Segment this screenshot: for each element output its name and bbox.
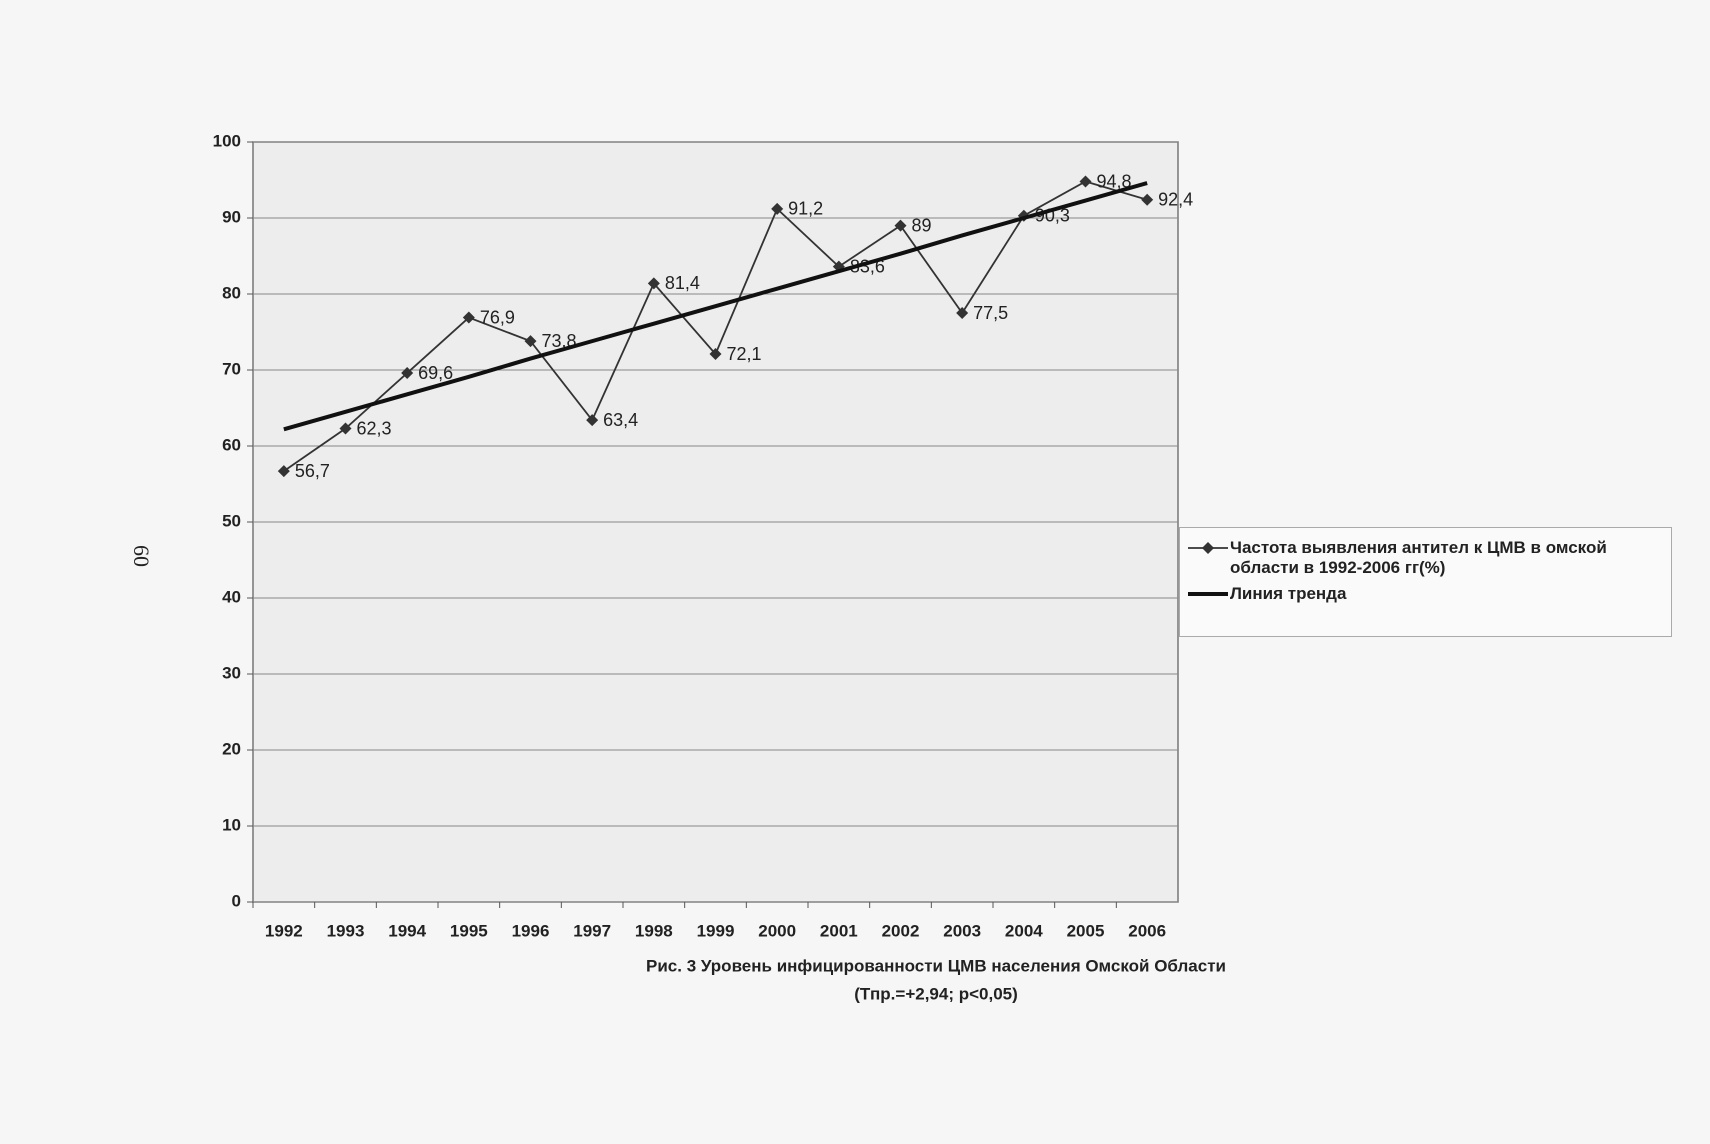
y-tick-label: 10 bbox=[222, 815, 241, 834]
data-label: 72,1 bbox=[727, 344, 762, 364]
data-label: 81,4 bbox=[665, 273, 700, 293]
subcaption: (Тпр.=+2,94; p<0,05) bbox=[854, 984, 1018, 1003]
data-label: 76,9 bbox=[480, 307, 515, 327]
marker bbox=[771, 202, 784, 215]
legend-marker bbox=[1202, 542, 1214, 554]
legend-entry: Частота выявления антител к ЦМВ в омской… bbox=[1186, 538, 1665, 578]
y-tick-label: 50 bbox=[222, 511, 241, 530]
marker bbox=[1079, 175, 1092, 188]
y-tick-label: 70 bbox=[222, 359, 241, 378]
data-label: 63,4 bbox=[603, 410, 638, 430]
x-tick-label: 2002 bbox=[882, 921, 920, 940]
x-tick-label: 2000 bbox=[758, 921, 796, 940]
x-tick-label: 1996 bbox=[512, 921, 550, 940]
x-tick-label: 2003 bbox=[943, 921, 981, 940]
x-tick-label: 1993 bbox=[327, 921, 365, 940]
marker bbox=[524, 335, 537, 348]
x-tick-label: 1994 bbox=[388, 921, 426, 940]
x-tick-label: 1992 bbox=[265, 921, 303, 940]
legend-key bbox=[1188, 592, 1228, 596]
data-label: 77,5 bbox=[973, 303, 1008, 323]
marker bbox=[1141, 193, 1154, 206]
legend: Частота выявления антител к ЦМВ в омской… bbox=[1179, 527, 1672, 637]
y-tick-label: 90 bbox=[222, 207, 241, 226]
marker bbox=[339, 422, 352, 435]
marker bbox=[894, 219, 907, 232]
data-label: 94,8 bbox=[1097, 171, 1132, 191]
data-label: 73,8 bbox=[542, 331, 577, 351]
marker bbox=[956, 307, 969, 319]
x-tick-label: 2004 bbox=[1005, 921, 1043, 940]
legend-label: Линия тренда bbox=[1230, 584, 1347, 603]
x-tick-label: 1997 bbox=[573, 921, 611, 940]
x-tick-label: 1998 bbox=[635, 921, 673, 940]
y-tick-label: 60 bbox=[222, 435, 241, 454]
y-tick-label: 0 bbox=[232, 891, 241, 910]
y-tick-label: 20 bbox=[222, 739, 241, 758]
y-tick-label: 40 bbox=[222, 587, 241, 606]
data-label: 62,3 bbox=[357, 418, 392, 438]
x-tick-label: 1995 bbox=[450, 921, 488, 940]
trend-line bbox=[283, 181, 1148, 432]
legend-key bbox=[1188, 542, 1228, 554]
marker bbox=[586, 414, 599, 427]
data-label: 89 bbox=[912, 215, 932, 235]
marker bbox=[277, 465, 290, 478]
legend-label: Частота выявления антител к ЦМВ в омской… bbox=[1230, 538, 1607, 577]
data-label: 92,4 bbox=[1158, 190, 1193, 210]
data-label: 69,6 bbox=[418, 363, 453, 383]
marker bbox=[462, 311, 475, 324]
marker bbox=[401, 367, 414, 380]
x-tick-label: 2006 bbox=[1128, 921, 1166, 940]
legend-entry: Линия тренда bbox=[1186, 584, 1665, 604]
x-tick-label: 1999 bbox=[697, 921, 735, 940]
data-label: 56,7 bbox=[295, 461, 330, 481]
marker bbox=[647, 277, 660, 290]
y-tick-label: 80 bbox=[222, 283, 241, 302]
page-number: 60 bbox=[129, 545, 154, 567]
y-tick-label: 100 bbox=[213, 131, 241, 150]
x-tick-label: 2005 bbox=[1067, 921, 1105, 940]
y-tick-label: 30 bbox=[222, 663, 241, 682]
data-label: 91,2 bbox=[788, 199, 823, 219]
marker bbox=[709, 348, 722, 361]
x-tick-label: 2001 bbox=[820, 921, 858, 940]
caption: Рис. 3 Уровень инфицированности ЦМВ насе… bbox=[646, 956, 1226, 975]
